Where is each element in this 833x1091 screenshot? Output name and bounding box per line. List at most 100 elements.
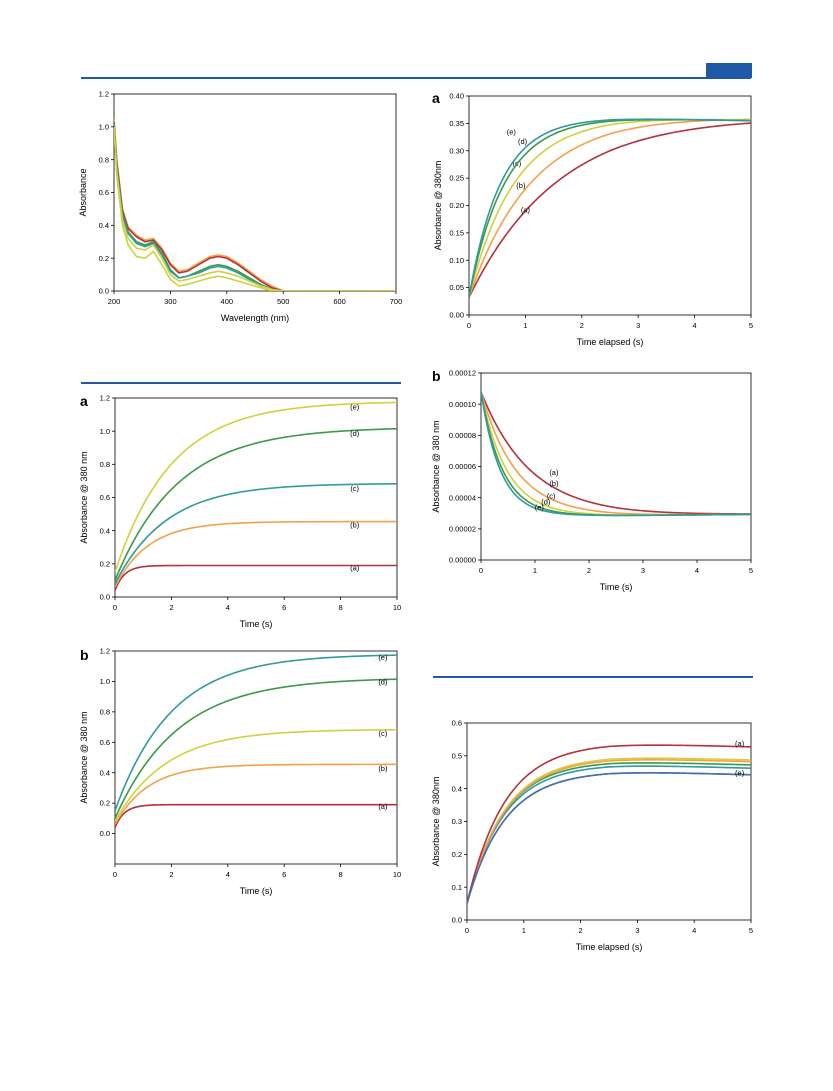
series-label: (c) bbox=[350, 484, 359, 493]
y-axis-label: Absorbance bbox=[78, 168, 88, 216]
panel-letter-mid-right: b bbox=[432, 368, 441, 384]
y-tick-label: 0.4 bbox=[100, 768, 110, 777]
y-tick-label: 0.00010 bbox=[449, 400, 476, 409]
panel-letter-bottom-left: b bbox=[80, 647, 89, 663]
series-label: (e) bbox=[350, 403, 360, 412]
chart-5: 0 1 2 3 4 5 0.0 0.1 0.2 0.3 0.4 0.5 0.6 Time elapsed … bbox=[431, 719, 753, 952]
x-tick-label: 10 bbox=[393, 870, 401, 879]
series-line bbox=[115, 427, 397, 581]
y-tick-label: 0.20 bbox=[449, 201, 464, 210]
y-tick-label: 0.40 bbox=[449, 92, 464, 101]
y-tick-label: 0.00008 bbox=[449, 431, 476, 440]
y-tick-label: 0.2 bbox=[452, 850, 462, 859]
y-axis-label: Absorbance @ 380 nm bbox=[79, 711, 89, 803]
x-tick-label: 2 bbox=[580, 321, 584, 330]
y-tick-label: 1.2 bbox=[100, 647, 110, 656]
x-tick-label: 8 bbox=[339, 603, 343, 612]
series-label: (a) bbox=[549, 468, 559, 477]
chart-1: 0 1 2 3 4 5 0.00 0.05 0.10 0.15 0.20 0.25 0.30 0.35 0.… bbox=[433, 92, 753, 347]
y-tick-label: 0.0 bbox=[99, 287, 109, 296]
x-tick-label: 600 bbox=[333, 297, 346, 306]
x-tick-label: 0 bbox=[467, 321, 471, 330]
x-tick-label: 0 bbox=[465, 926, 469, 935]
series-label: (d) bbox=[350, 429, 360, 438]
x-tick-label: 4 bbox=[695, 566, 699, 575]
series-line bbox=[467, 762, 751, 904]
x-tick-label: 2 bbox=[579, 926, 583, 935]
series-line bbox=[481, 391, 751, 517]
series-line bbox=[115, 803, 397, 828]
y-tick-label: 0.00012 bbox=[449, 369, 476, 378]
series-label: (e) bbox=[378, 653, 388, 662]
series-line bbox=[115, 401, 397, 573]
x-tick-label: 10 bbox=[393, 603, 401, 612]
series-line bbox=[467, 759, 751, 904]
y-tick-label: 0.8 bbox=[100, 460, 110, 469]
panel-letter-top-right: a bbox=[432, 90, 440, 106]
y-tick-label: 1.2 bbox=[99, 90, 109, 99]
series-line bbox=[481, 391, 751, 515]
series-line bbox=[114, 123, 396, 291]
x-tick-label: 0 bbox=[113, 603, 117, 612]
series-line bbox=[469, 118, 751, 298]
y-axis-label: Absorbance @ 380 nm bbox=[79, 451, 89, 543]
y-tick-label: 0.25 bbox=[449, 174, 464, 183]
y-tick-label: 0.00006 bbox=[449, 462, 476, 471]
x-tick-label: 3 bbox=[636, 321, 640, 330]
series-label: (b) bbox=[549, 479, 559, 488]
series-line bbox=[115, 678, 397, 819]
y-tick-label: 0.00000 bbox=[449, 556, 476, 565]
x-tick-label: 1 bbox=[522, 926, 526, 935]
x-axis-label: Wavelength (nm) bbox=[221, 313, 289, 323]
series-line bbox=[467, 757, 751, 904]
x-tick-label: 1 bbox=[533, 566, 537, 575]
y-tick-label: 0.00 bbox=[449, 311, 464, 320]
plot-frame bbox=[466, 722, 752, 921]
x-tick-label: 2 bbox=[169, 603, 173, 612]
x-tick-label: 3 bbox=[641, 566, 645, 575]
series-label: (e) bbox=[535, 503, 545, 512]
series-line bbox=[115, 728, 397, 822]
y-tick-label: 0.0 bbox=[100, 593, 110, 602]
x-tick-label: 300 bbox=[164, 297, 177, 306]
y-tick-label: 0.30 bbox=[449, 146, 464, 155]
x-tick-label: 8 bbox=[339, 870, 343, 879]
y-tick-label: 0.4 bbox=[100, 526, 110, 535]
x-axis-label: Time (s) bbox=[600, 582, 633, 592]
x-tick-label: 500 bbox=[277, 297, 290, 306]
series-line bbox=[114, 123, 396, 291]
x-tick-label: 0 bbox=[479, 566, 483, 575]
top-rule-left bbox=[81, 77, 751, 79]
x-tick-label: 400 bbox=[221, 297, 234, 306]
y-tick-label: 0.1 bbox=[452, 883, 462, 892]
series-label: (e) bbox=[735, 769, 745, 778]
series-label: (b) bbox=[516, 181, 526, 190]
y-tick-label: 0.6 bbox=[99, 188, 109, 197]
chart-2: 0 2 4 6 8 10 0.0 0.2 0.4 0.6 0.8 1.0 1.2 Time (s) Abso… bbox=[79, 394, 401, 629]
x-tick-label: 200 bbox=[108, 297, 121, 306]
y-tick-label: 0.2 bbox=[100, 799, 110, 808]
series-line bbox=[469, 118, 751, 298]
series-label: (d) bbox=[541, 498, 551, 507]
x-tick-label: 5 bbox=[749, 926, 753, 935]
series-label: (c) bbox=[379, 729, 388, 738]
y-axis-label: Absorbance @ 380 nm bbox=[431, 420, 441, 512]
x-tick-label: 2 bbox=[169, 870, 173, 879]
y-tick-label: 0.6 bbox=[452, 719, 462, 728]
series-line bbox=[481, 391, 751, 517]
section-rule-left bbox=[81, 382, 401, 384]
y-tick-label: 0.0 bbox=[100, 829, 110, 838]
plot-frame bbox=[113, 93, 397, 292]
series-label: (a) bbox=[735, 739, 745, 748]
series-label: (a) bbox=[378, 802, 388, 811]
series-label: (b) bbox=[378, 764, 388, 773]
x-axis-label: Time elapsed (s) bbox=[577, 337, 644, 347]
panel-letter-mid-left: a bbox=[80, 393, 88, 409]
y-axis-label: Absorbance @ 380nm bbox=[431, 777, 441, 867]
x-tick-label: 6 bbox=[282, 870, 286, 879]
y-tick-label: 0.6 bbox=[100, 738, 110, 747]
series-label: (a) bbox=[350, 563, 360, 572]
series-line bbox=[114, 126, 396, 291]
series-line bbox=[115, 564, 397, 591]
